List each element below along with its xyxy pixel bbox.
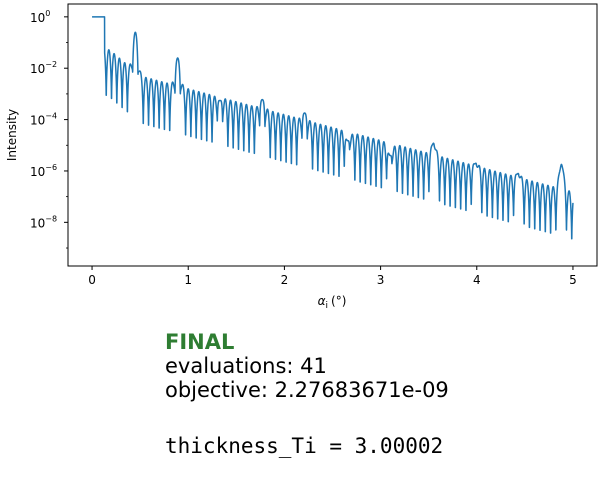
reflectivity-chart: 0 1 2 3 4 5 100 10−2 10−4 10−6 10−8 Intensity αi(… [5,3,598,311]
plot-frame [67,3,598,267]
optimizer-status: FINAL evaluations: 41 objective: 2.27683… [165,330,449,402]
objective-value: objective: 2.27683671e-09 [165,378,449,402]
y-tick-label: 100 [30,9,50,25]
x-axis-label-unit: (°) [331,294,346,308]
x-tick-label: 4 [473,273,481,287]
x-axis: 0 1 2 3 4 5 [88,266,577,287]
fitted-parameter: thickness_Ti = 3.00002 [165,434,444,458]
y-axis-label: Intensity [5,109,19,161]
y-tick-label: 10−2 [30,60,57,76]
evaluations-count: evaluations: 41 [165,354,327,378]
x-axis-label: αi (°) [318,294,347,311]
x-axis-label-symbol: α [318,294,326,308]
x-tick-label: 3 [377,273,385,287]
x-tick-label: 1 [184,273,192,287]
y-axis: 100 10−2 10−4 10−6 10−8 [30,9,68,249]
x-tick-label: 0 [88,273,96,287]
x-tick-label: 2 [281,273,289,287]
x-axis-label-subscript: i [326,301,329,311]
y-tick-label: 10−8 [30,214,57,230]
x-tick-label: 5 [569,273,577,287]
y-tick-label: 10−6 [30,163,57,179]
reflectivity-series-line [91,16,574,240]
series-curve-layer [91,16,574,240]
status-title: FINAL [165,330,235,354]
y-tick-label: 10−4 [30,112,57,128]
